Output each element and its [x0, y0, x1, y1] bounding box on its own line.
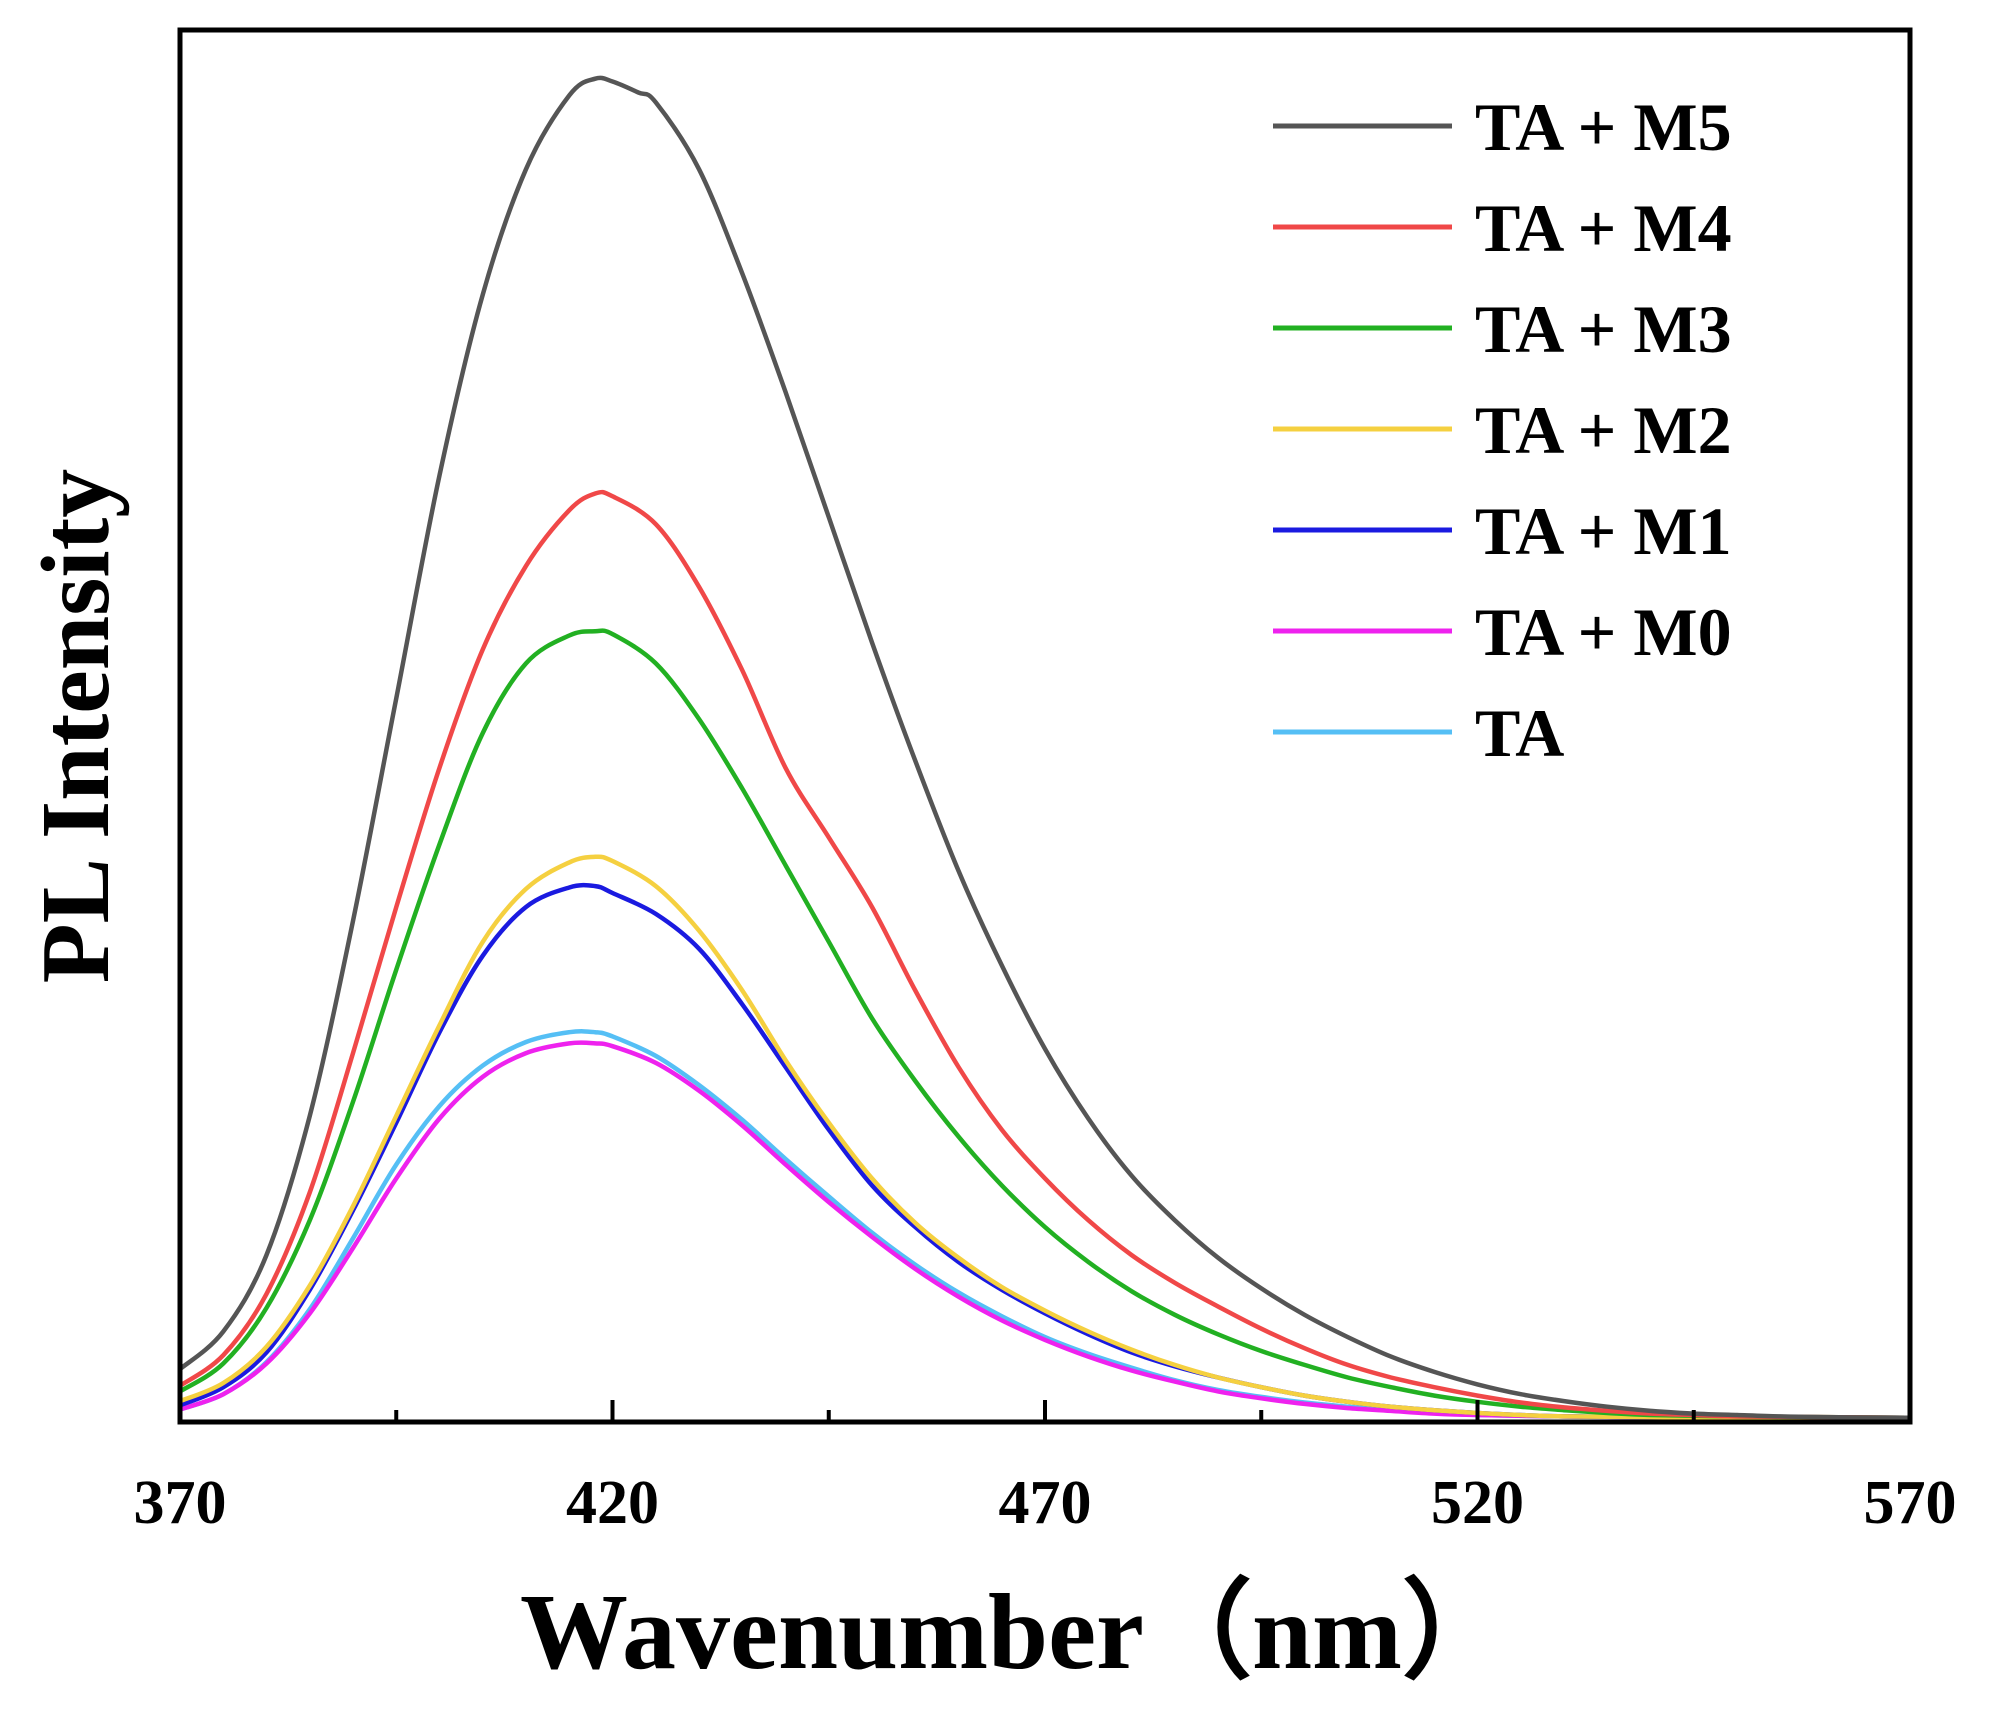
x-tick-label-2: 470 — [999, 1469, 1092, 1537]
series-line-5 — [177, 1040, 1913, 1421]
x-axis-title: Wavenumber（nm） — [520, 1573, 1510, 1692]
legend-label-5: TA + M0 — [1475, 594, 1732, 670]
series-line-2 — [177, 628, 1913, 1421]
legend-label-0: TA + M5 — [1475, 89, 1732, 165]
legend-label-4: TA + M1 — [1475, 493, 1732, 569]
series-line-1 — [177, 489, 1913, 1421]
series-line-3 — [177, 854, 1913, 1421]
y-axis-title: PL Intensity — [22, 469, 130, 984]
x-tick-label-1: 420 — [566, 1469, 659, 1537]
legend-label-6: TA — [1475, 695, 1564, 771]
x-tick-label-4: 570 — [1864, 1469, 1957, 1537]
series-line-0 — [177, 75, 1913, 1421]
legend-label-3: TA + M2 — [1475, 392, 1732, 468]
legend: TA + M5 TA + M4 TA + M3 TA + M2 TA + M1 TA + … — [1273, 89, 1732, 771]
x-tick-label-0: 370 — [134, 1469, 227, 1537]
x-axis-ticks — [178, 1400, 1912, 1422]
legend-label-2: TA + M3 — [1475, 291, 1732, 367]
legend-label-1: TA + M4 — [1475, 190, 1732, 266]
x-tick-label-3: 520 — [1431, 1469, 1524, 1537]
x-axis-tick-labels: 370 420 470 520 570 — [134, 1469, 1957, 1537]
plot-lines — [177, 75, 1913, 1421]
